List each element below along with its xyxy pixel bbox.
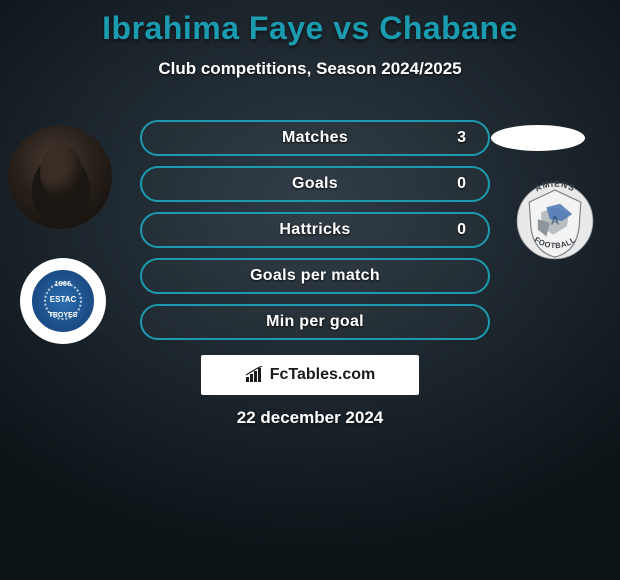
stat-label: Goals per match	[250, 267, 380, 285]
player-left-avatar	[8, 125, 112, 229]
club-left-badge: 1986 ESTAC TROYES	[20, 258, 106, 344]
club-left-name-top: ESTAC	[35, 295, 91, 304]
stat-row-matches: Matches 3	[140, 120, 490, 156]
svg-text:A: A	[551, 213, 560, 227]
stat-row-hattricks: Hattricks 0	[140, 212, 490, 248]
watermark-chart-icon	[245, 366, 265, 384]
watermark: FcTables.com	[201, 355, 419, 395]
stat-row-min-per-goal: Min per goal	[140, 304, 490, 340]
stat-value-right: 0	[457, 221, 466, 239]
subtitle: Club competitions, Season 2024/2025	[0, 59, 620, 79]
stat-label: Hattricks	[279, 221, 350, 239]
club-left-name-bottom: TROYES	[35, 312, 91, 319]
stat-value-right: 0	[457, 175, 466, 193]
stat-label: Matches	[282, 129, 348, 147]
club-right-badge: AMIENS FOOTBALL A	[512, 178, 598, 264]
player-right-avatar	[491, 125, 585, 151]
stats-list: Matches 3 Goals 0 Hattricks 0 Goals per …	[140, 120, 490, 350]
stat-row-goals-per-match: Goals per match	[140, 258, 490, 294]
club-left-year: 1986	[35, 281, 91, 288]
stat-label: Goals	[292, 175, 338, 193]
date-label: 22 december 2024	[0, 408, 620, 428]
watermark-text: FcTables.com	[270, 366, 376, 384]
page-title: Ibrahima Faye vs Chabane	[0, 0, 620, 47]
stat-row-goals: Goals 0	[140, 166, 490, 202]
stat-value-right: 3	[457, 129, 466, 147]
stat-label: Min per goal	[266, 313, 364, 331]
